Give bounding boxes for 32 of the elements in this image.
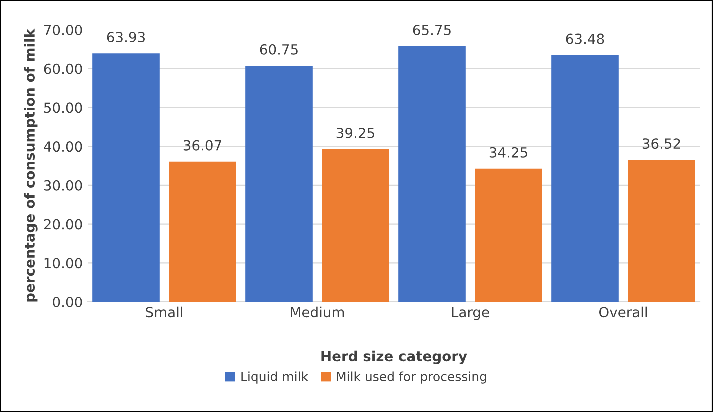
x-tick-label: Small bbox=[146, 306, 182, 318]
bar bbox=[552, 55, 619, 302]
data-label: 63.93 bbox=[107, 32, 146, 43]
bar bbox=[628, 160, 696, 302]
x-tick-label: Large bbox=[452, 307, 490, 320]
data-label: 65.75 bbox=[413, 24, 451, 36]
bar bbox=[398, 46, 466, 302]
y-tick-label: 50.00 bbox=[44, 102, 82, 114]
data-label: 36.07 bbox=[184, 140, 222, 151]
y-tick-label: 10.00 bbox=[44, 258, 82, 269]
bar bbox=[169, 162, 236, 302]
x-tick-label: Overall bbox=[599, 306, 648, 318]
data-label: 34.25 bbox=[490, 147, 528, 158]
bar bbox=[322, 149, 390, 302]
legend-label: Milk used for processing bbox=[337, 372, 486, 384]
bar bbox=[246, 66, 313, 302]
y-tick-label: 70.00 bbox=[44, 24, 82, 36]
legend-label: Liquid milk bbox=[242, 372, 308, 384]
data-label: 36.52 bbox=[642, 138, 680, 150]
data-label: 60.75 bbox=[260, 44, 298, 55]
bar bbox=[475, 168, 542, 302]
data-label: 63.48 bbox=[566, 34, 604, 44]
y-tick-label: 60.00 bbox=[44, 64, 82, 74]
bar bbox=[92, 54, 160, 302]
x-tick-label: Medium bbox=[291, 306, 344, 318]
y-tick-label: 30.00 bbox=[44, 180, 82, 191]
data-label: 39.25 bbox=[336, 128, 374, 138]
y-tick-label: 40.00 bbox=[44, 142, 82, 152]
x-axis-title: Herd size category bbox=[322, 350, 468, 364]
y-tick-label: 20.00 bbox=[44, 219, 82, 230]
y-axis-title: percentage of consumption of milk bbox=[24, 28, 38, 302]
y-tick-label: 0.00 bbox=[53, 296, 82, 308]
